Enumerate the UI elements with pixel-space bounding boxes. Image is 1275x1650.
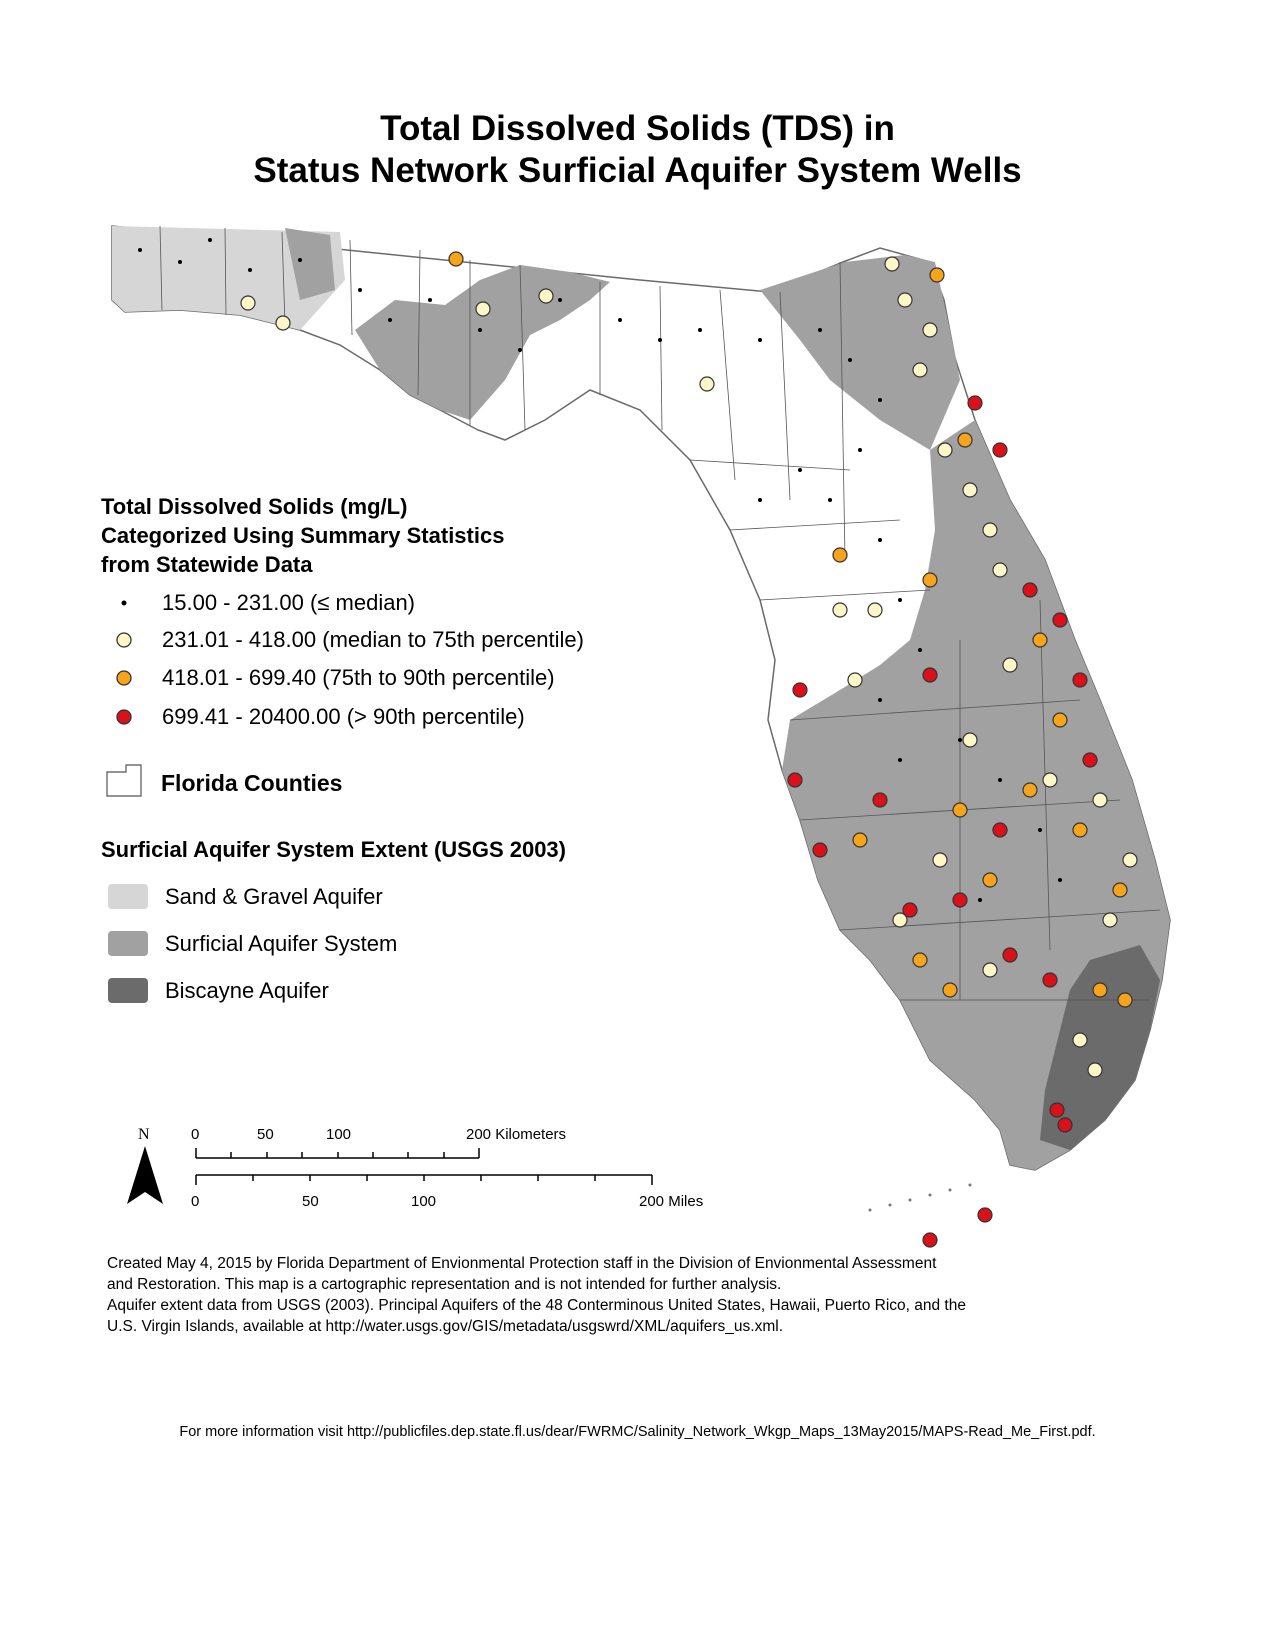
scale-km-tick-label: 100	[326, 1126, 352, 1143]
map-credits: Created May 4, 2015 by Florida Departmen…	[107, 1253, 1187, 1337]
surficial-aquifer-system-area	[782, 420, 1170, 1170]
legend-swatch-biscayne	[108, 978, 148, 1003]
scale-km-tick-label: 50	[257, 1126, 274, 1143]
legend-symbol-red-circle	[116, 709, 132, 725]
legend-counties-label: Florida Counties	[161, 770, 343, 796]
surficial-aquifer-system-area	[285, 228, 335, 300]
legend-tds-class-label: 699.41 - 20400.00 (> 90th percentile)	[162, 704, 525, 729]
credits-line: Created May 4, 2015 by Florida Departmen…	[107, 1255, 937, 1272]
wells-75th-to-90th	[448, 251, 1133, 1008]
legend-tds-title-line: Categorized Using Summary Statistics	[101, 523, 505, 548]
surficial-aquifer-system-area	[355, 265, 610, 420]
legend-aquifer-label: Biscayne Aquifer	[165, 978, 329, 1003]
legend-symbol-county	[106, 764, 142, 797]
legend-aquifer-label: Sand & Gravel Aquifer	[165, 884, 383, 909]
legend-tds-class-label: 15.00 - 231.00 (≤ median)	[162, 590, 415, 615]
wells-above-90th	[787, 395, 1098, 1248]
legend-tds-title: Total Dissolved Solids (mg/L) Categorize…	[101, 492, 504, 579]
legend-tds-class-label: 418.01 - 699.40 (75th to 90th percentile…	[162, 665, 555, 690]
sand-gravel-aquifer-area	[112, 226, 345, 330]
legend-symbol-orange-circle	[116, 670, 132, 686]
legend-tds-title-line: from Statewide Data	[101, 552, 313, 577]
legend-aquifer-title: Surficial Aquifer System Extent (USGS 20…	[101, 837, 566, 862]
legend-symbol-small-dot	[121, 600, 127, 606]
map-title: Total Dissolved Solids (TDS) in Status N…	[0, 108, 1275, 192]
legend-tds-class-label: 231.01 - 418.00 (median to 75th percenti…	[162, 627, 584, 652]
scale-km-tick-label: 200 Kilometers	[466, 1126, 567, 1143]
scale-mi-tick-label: 200 Miles	[639, 1193, 704, 1210]
credits-line: U.S. Virgin Islands, available at http:/…	[107, 1318, 784, 1335]
wells-low-tds	[138, 238, 1062, 902]
legend-swatch-surficial	[108, 931, 148, 956]
scale-mi-tick-label: 50	[302, 1193, 319, 1210]
scale-bar-km	[195, 1148, 480, 1159]
credits-line: and Restoration. This map is a cartograp…	[107, 1276, 782, 1293]
legend-aquifer-label: Surficial Aquifer System	[165, 931, 398, 956]
scale-km-tick-label: 0	[191, 1126, 200, 1143]
florida-keys	[868, 1183, 972, 1212]
legend-symbol-yellow-circle	[116, 632, 132, 648]
credits-line: Aquifer extent data from USGS (2003). Pr…	[107, 1297, 966, 1314]
north-arrow-icon	[127, 1146, 163, 1204]
wells-median-to-75th	[240, 256, 1138, 1078]
map-title-line-1: Total Dissolved Solids (TDS) in	[380, 109, 895, 148]
scale-mi-tick-label: 0	[191, 1193, 200, 1210]
north-label: N	[138, 1126, 150, 1143]
scale-mi-tick-label: 100	[411, 1193, 437, 1210]
legend-swatch-sand-gravel	[108, 884, 148, 909]
more-info-text: For more information visit http://public…	[179, 1424, 1096, 1440]
map-title-line-2: Status Network Surficial Aquifer System …	[253, 151, 1022, 190]
scale-bar-miles	[195, 1174, 653, 1185]
legend-tds-title-line: Total Dissolved Solids (mg/L)	[101, 494, 408, 519]
